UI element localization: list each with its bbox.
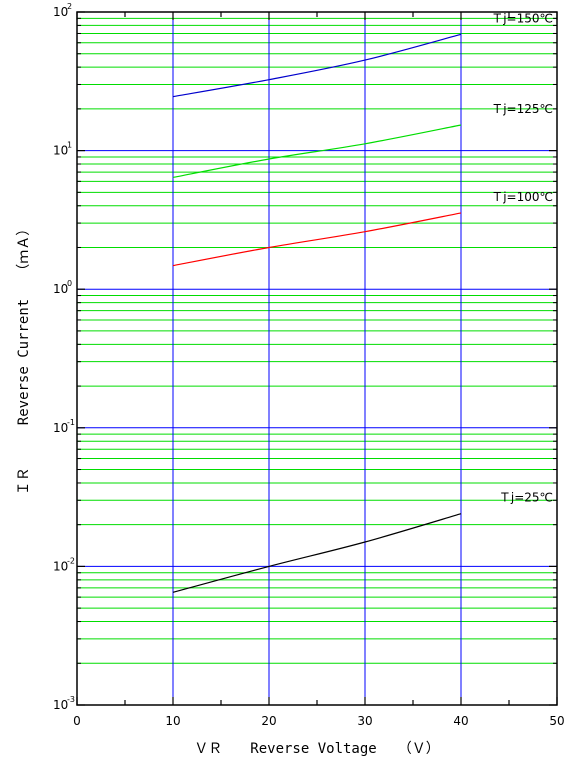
y-tick-label-base: 10 (53, 421, 68, 435)
y-tick-label-base: 10 (53, 282, 68, 296)
series-label-1: Ｔj=125℃ (491, 102, 553, 116)
x-tick-label: 20 (261, 714, 276, 728)
y-tick-label: 10-3 (53, 695, 75, 712)
y-tick-label: 100 (53, 279, 72, 296)
series-line-0 (172, 33, 462, 98)
axis-ticks (76, 11, 558, 706)
y-tick-label-base: 10 (53, 144, 68, 158)
y-tick-label-base: 10 (53, 5, 68, 19)
y-tick-label-exponent: -1 (67, 418, 75, 427)
x-tick-label: 10 (165, 714, 180, 728)
x-axis-title: ＶＲ Reverse Voltage （Ｖ） (194, 741, 439, 757)
series-label-2: Ｔj=100℃ (491, 190, 553, 204)
series-lines (172, 33, 462, 593)
series-line-3 (172, 513, 462, 593)
x-tick-label: 40 (453, 714, 468, 728)
series-line-2 (172, 212, 462, 267)
minor-grid-lines (77, 17, 557, 664)
major-grid-lines (77, 12, 557, 705)
plot-frame (76, 11, 558, 706)
y-tick-label-exponent: 2 (67, 2, 72, 11)
y-tick-label-base: 10 (53, 698, 68, 712)
x-tick-label: 50 (549, 714, 564, 728)
y-tick-label: 10-1 (53, 418, 75, 435)
y-tick-label: 102 (53, 2, 72, 19)
x-tick-label: 30 (357, 714, 372, 728)
series-line-1 (172, 124, 462, 179)
series-label-0: Ｔj=150℃ (491, 11, 553, 25)
y-tick-label: 10-2 (53, 556, 75, 573)
y-tick-label: 101 (53, 141, 72, 158)
y-tick-label-base: 10 (53, 559, 68, 573)
y-tick-label-exponent: 0 (67, 279, 72, 288)
x-tick-label: 0 (73, 714, 81, 728)
y-tick-label-exponent: -2 (67, 556, 75, 565)
series-label-3: Ｔj=25℃ (499, 491, 553, 505)
x-tick-labels: 0 10 20 30 40 50 (73, 714, 564, 728)
series-labels: Ｔj=150℃ Ｔj=125℃ Ｔj=100℃ Ｔj=25℃ (491, 11, 553, 504)
y-tick-label-exponent: 1 (67, 141, 72, 150)
y-axis-title: ＩＲ Reverse Current （ｍＡ） (16, 222, 32, 495)
y-tick-label-exponent: -3 (67, 695, 75, 704)
